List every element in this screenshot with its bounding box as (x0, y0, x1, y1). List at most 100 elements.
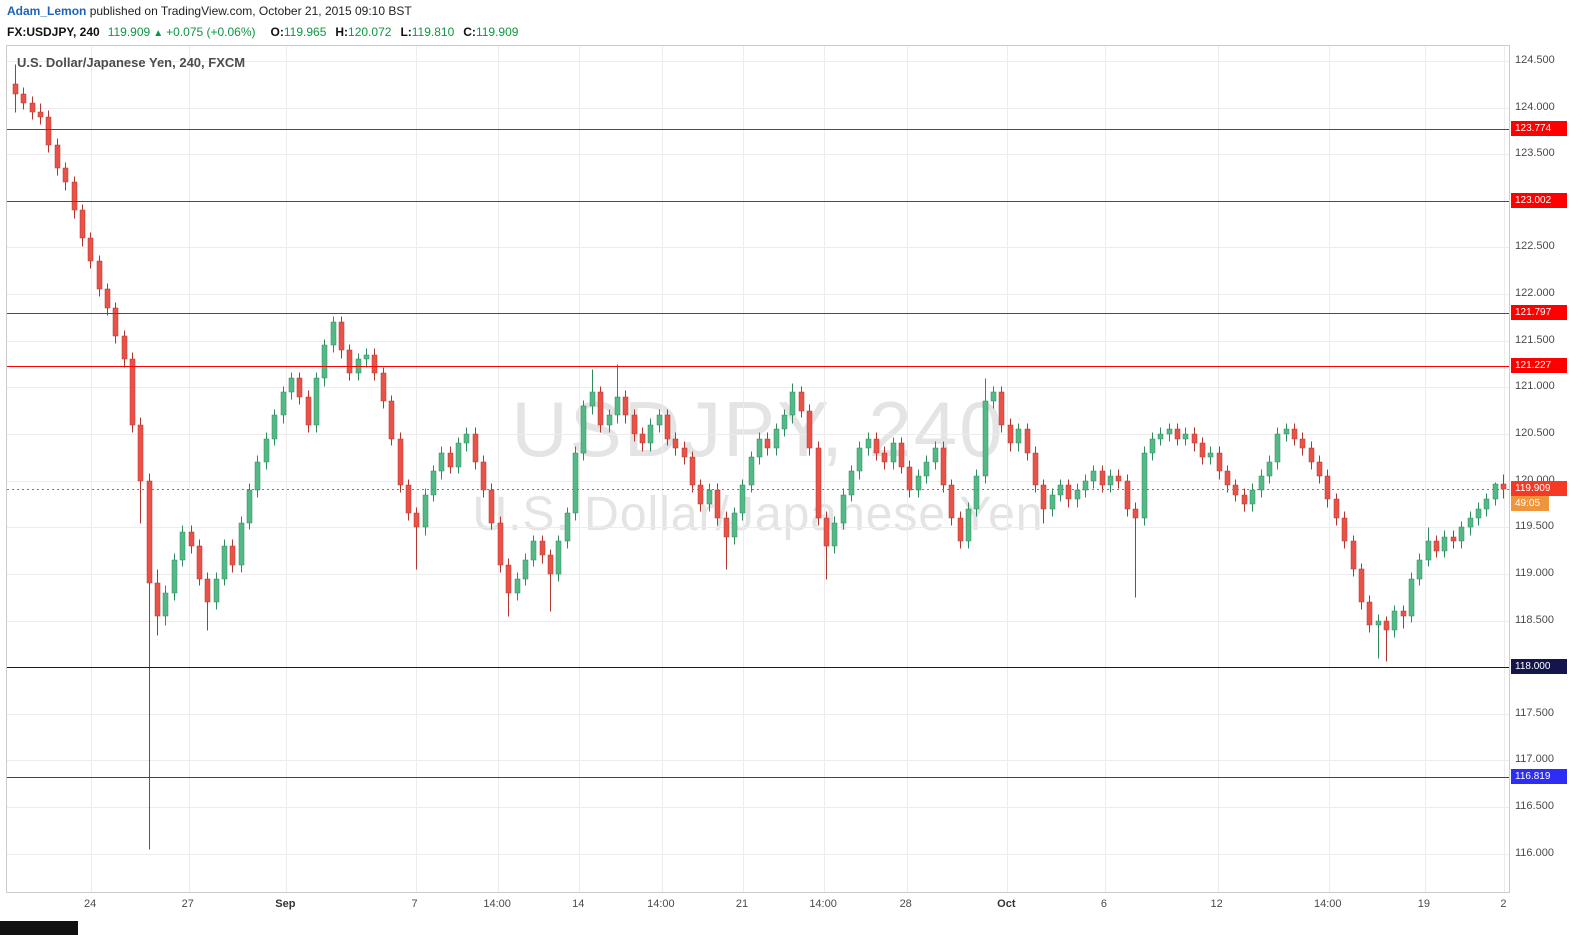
candle-body (1249, 489, 1256, 505)
candle-body (455, 442, 462, 468)
candle-body (1274, 433, 1281, 463)
candlestick-canvas[interactable] (7, 46, 1509, 892)
price-tick-label: 120.500 (1515, 426, 1555, 439)
candle-body (1483, 498, 1490, 510)
candle-body (129, 358, 136, 426)
candle-body (213, 578, 220, 603)
candle-body (1149, 438, 1156, 454)
time-axis-label: 14:00 (483, 898, 511, 910)
candle-body (1458, 526, 1465, 542)
candle-body (1333, 498, 1340, 519)
candle-body (1082, 480, 1089, 491)
candle-body (480, 461, 487, 491)
candle-body (1324, 475, 1331, 500)
candle-body (681, 447, 688, 458)
candle-body (514, 578, 521, 594)
time-axis-label: 7 (411, 898, 418, 910)
candle-body (881, 452, 888, 463)
candle-body (773, 428, 780, 449)
candle-body (29, 102, 36, 113)
candle-body (1049, 494, 1056, 510)
candle-body (647, 424, 654, 444)
candle-body (188, 531, 195, 547)
candle-body (488, 489, 495, 524)
close-label: C: (463, 25, 476, 39)
time-axis-label: 14:00 (809, 898, 837, 910)
ohlc-close: C:119.909 (463, 25, 518, 39)
candle-body (555, 540, 562, 575)
candle-body (890, 442, 897, 463)
candle-body (37, 111, 44, 118)
candle-body (689, 456, 696, 486)
low-value: 119.810 (411, 25, 455, 39)
time-axis-label: 14:00 (647, 898, 675, 910)
candle-body (246, 489, 253, 524)
chart-title: U.S. Dollar/Japanese Yen, 240, FXCM (17, 55, 246, 70)
candle-body (697, 484, 704, 505)
candle-body (1040, 484, 1047, 510)
price-change: +0.075 (+0.06%) (166, 25, 256, 39)
candle-body (1174, 428, 1181, 440)
candle-body (1074, 489, 1081, 500)
price-tick-label: 124.500 (1515, 53, 1555, 66)
byline-bar: Adam_Lemon published on TradingView.com,… (0, 0, 1587, 22)
price-tick-label: 119.000 (1515, 566, 1554, 579)
candle-body (1258, 475, 1265, 491)
price-tick-label: 123.500 (1515, 146, 1555, 159)
price-tick-label: 124.000 (1515, 100, 1555, 113)
time-axis-label: 2 (1500, 898, 1507, 910)
up-arrow-icon: ▲ (153, 28, 164, 39)
candle-body (388, 400, 395, 440)
candle-body (430, 470, 437, 496)
candle-body (714, 489, 721, 519)
candle-body (806, 410, 813, 449)
candle-body (1015, 428, 1022, 444)
candle-body (238, 522, 245, 566)
candle-body (906, 466, 913, 491)
candle-body (739, 484, 746, 514)
candle-body (1032, 452, 1039, 486)
candle-body (179, 531, 186, 561)
price-axis-badge: 118.000 (1511, 658, 1567, 674)
price-tick-label: 122.000 (1515, 286, 1555, 299)
candle-body (1065, 484, 1072, 500)
candle-body (572, 452, 579, 514)
candle-body (1467, 517, 1474, 528)
candle-body (664, 414, 671, 440)
candle-body (815, 447, 822, 519)
candle-body (79, 209, 86, 239)
candle-body (781, 414, 788, 430)
candle-body (196, 545, 203, 580)
candle-body (672, 438, 679, 449)
last-price: 119.909 (107, 25, 151, 39)
candle-body (731, 512, 738, 538)
candle-body (321, 344, 328, 379)
candle-body (271, 414, 278, 440)
price-axis[interactable]: 124.500124.000123.500123.000122.500122.0… (1510, 45, 1587, 893)
candle-body (405, 484, 412, 514)
candle-body (848, 470, 855, 496)
candle-body (1191, 433, 1198, 444)
candle-body (263, 438, 270, 463)
chart-plot[interactable]: USDJPY, 240 U.S. Dollar/Japanese Yen U.S… (6, 45, 1510, 893)
candle-body (254, 461, 261, 491)
candle-body (898, 442, 905, 468)
time-axis-label: 28 (899, 898, 912, 910)
candles (12, 64, 1507, 850)
candle-body (422, 494, 429, 528)
candle-body (789, 391, 796, 416)
time-axis[interactable]: 24 27 Sep 7 14:00 14 14:00 21 14:00 28 Oct 6 12 14:00… (6, 893, 1510, 917)
candle-body (12, 83, 19, 95)
candle-body (798, 391, 805, 412)
candle-body (547, 554, 554, 575)
candle-body (606, 414, 613, 426)
candle-body (940, 447, 947, 486)
price-axis-badge: 121.227 (1511, 357, 1567, 373)
price-axis-badge: 116.819 (1511, 768, 1567, 784)
candle-body (923, 461, 930, 477)
author-link[interactable]: Adam_Lemon (7, 4, 87, 18)
candle-body (998, 391, 1005, 426)
candle-body (580, 405, 587, 454)
candle-body (1199, 442, 1206, 458)
candle-body (1425, 540, 1432, 561)
